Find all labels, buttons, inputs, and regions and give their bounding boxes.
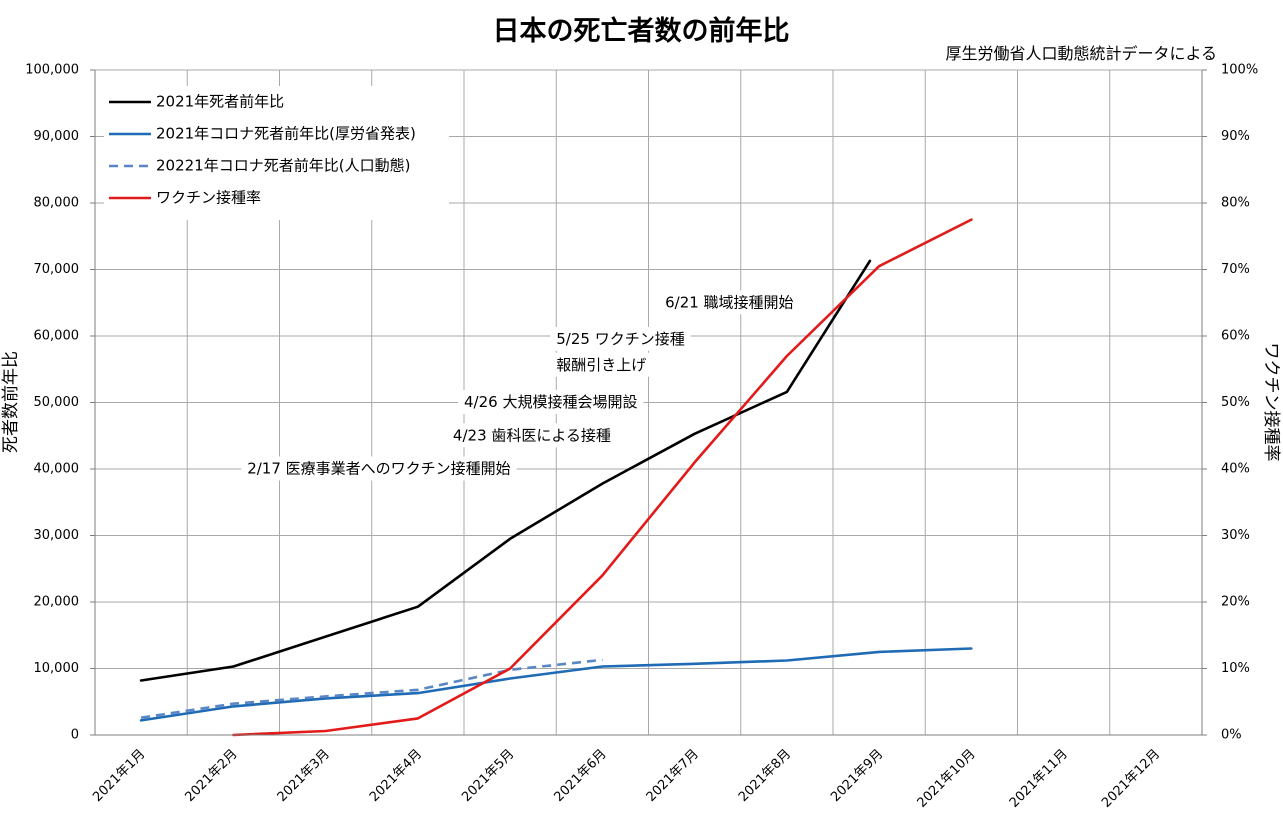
y2-tick-label: 10%	[1221, 661, 1250, 676]
chart-title: 日本の死亡者数の前年比	[493, 15, 790, 47]
y-tick-label: 90,000	[34, 129, 80, 144]
series-line-3	[140, 658, 603, 719]
y2-tick-label: 60%	[1221, 329, 1250, 344]
y2-tick-label: 80%	[1221, 196, 1250, 211]
annotation-background	[458, 390, 644, 414]
y-tick-label: 70,000	[34, 262, 80, 277]
legend: 2021年死者前年比 2021年コロナ死者前年比(厚労省発表) 20221年コロナ死…	[104, 86, 449, 220]
y-tick-label: 30,000	[34, 528, 80, 543]
series-line-2	[139, 647, 973, 722]
y2-axis-label: ワクチン接種率	[1261, 343, 1281, 462]
y-axis-label: 死者数前年比	[1, 351, 21, 453]
annotation-background	[446, 423, 617, 448]
series-layer	[139, 218, 973, 737]
y-tick-label: 40,000	[34, 462, 80, 477]
annotation-label: 4/23 歯科医による接種	[453, 426, 611, 444]
y2-tick-label: 50%	[1221, 395, 1250, 410]
annotation-background	[659, 290, 800, 315]
legend-label-2: 2021年コロナ死者前年比(厚労省発表)	[156, 125, 416, 143]
annotation-label: 6/21 職域接種開始	[665, 293, 793, 311]
y2-tick-label: 90%	[1221, 129, 1250, 144]
annotation-background	[550, 326, 691, 351]
legend-label-1: 2021年死者前年比	[156, 93, 284, 111]
y-tick-label: 80,000	[34, 196, 80, 211]
annotation-label: 報酬引き上げ	[556, 356, 646, 374]
annotation-label: 5/25 ワクチン接種	[556, 330, 684, 348]
y-tick-label: 10,000	[34, 661, 80, 676]
legend-label-4: ワクチン接種率	[156, 189, 261, 207]
y-tick-label: 20,000	[34, 595, 80, 610]
y-tick-label: 100,000	[25, 63, 79, 78]
y2-tick-label: 40%	[1221, 462, 1250, 477]
series-line-4	[232, 218, 973, 737]
y-tick-label: 60,000	[34, 329, 80, 344]
y-tick-label: 50,000	[34, 395, 80, 410]
annotation-background	[550, 352, 653, 377]
y2-tick-label: 100%	[1221, 63, 1258, 78]
legend-label-3: 20221年コロナ死者前年比(人口動態)	[156, 157, 410, 175]
y2-tick-label: 70%	[1221, 262, 1250, 277]
y2-tick-label: 0%	[1221, 728, 1242, 743]
source-note: 厚生労働省人口動態統計データによる	[945, 44, 1217, 63]
legend-box	[104, 86, 449, 220]
y-tick-label: 0	[71, 728, 79, 743]
annotation-label: 2/17 医療事業者へのワクチン接種開始	[247, 460, 510, 478]
y2-tick-label: 20%	[1221, 595, 1250, 610]
annotation-label: 4/26 大規模接種会場開設	[464, 393, 637, 411]
y2-tick-label: 30%	[1221, 528, 1250, 543]
annotation-background	[241, 456, 517, 481]
series-line-1	[139, 259, 872, 682]
